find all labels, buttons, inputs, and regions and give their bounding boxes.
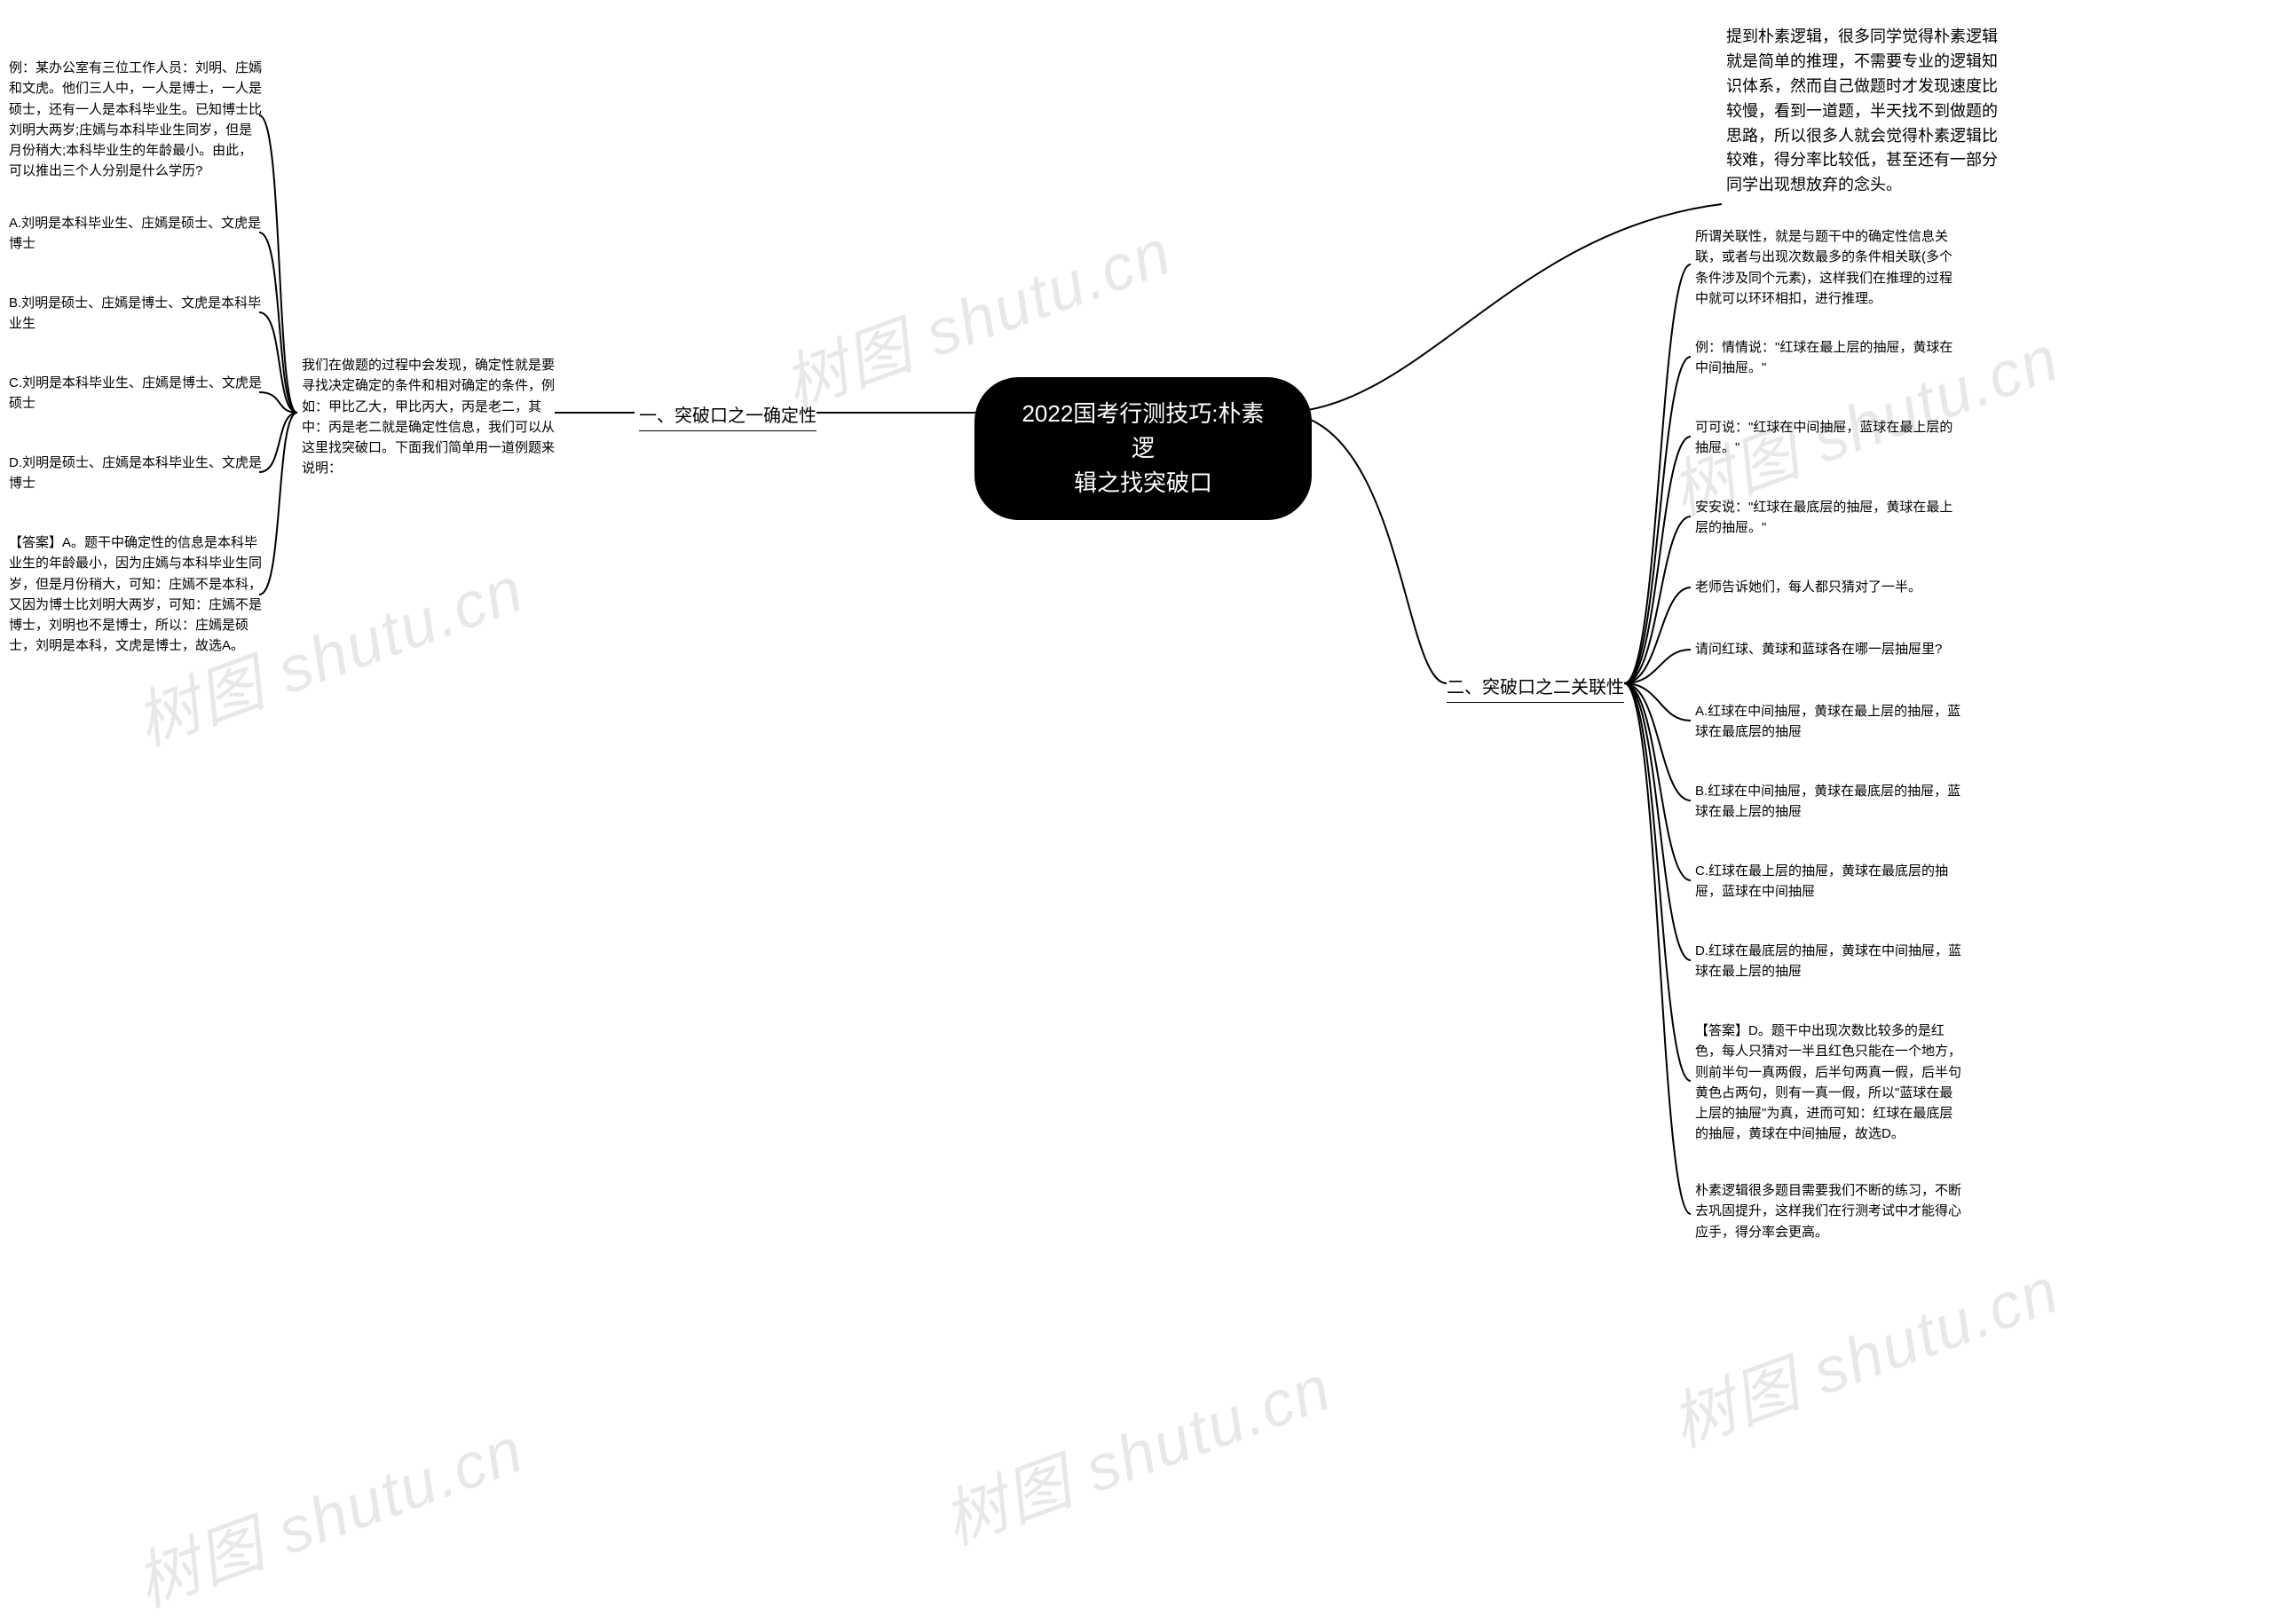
right-leaf: 所谓关联性，就是与题干中的确定性信息关联，或者与出现次数最多的条件相关联(多个条… (1695, 226, 1961, 309)
central-node: 2022国考行测技巧:朴素逻 辑之找突破口 (974, 377, 1312, 520)
right-leaf: 可可说："红球在中间抽屉，蓝球在最上层的抽屉。" (1695, 417, 1961, 459)
branch-left-label: 一、突破口之一确定性 (639, 401, 816, 431)
right-leaf: 老师告诉她们，每人都只猜对了一半。 (1695, 577, 1921, 597)
right-leaf: C.红球在最上层的抽屉，黄球在最底层的抽屉，蓝球在中间抽屉 (1695, 861, 1961, 903)
central-line1: 2022国考行测技巧:朴素逻 (1022, 400, 1264, 461)
watermark: 树图 shutu.cn (121, 1398, 534, 1624)
right-leaf: 请问红球、黄球和蓝球各在哪一层抽屉里? (1695, 639, 1942, 659)
right-leaf: B.红球在中间抽屉，黄球在最底层的抽屉，蓝球在最上层的抽屉 (1695, 781, 1961, 823)
left-leaf: D.刘明是硕士、庄嫣是本科毕业生、文虎是博士 (9, 453, 262, 494)
right-leaf: 安安说："红球在最底层的抽屉，黄球在最上层的抽屉。" (1695, 497, 1961, 539)
watermark: 树图 shutu.cn (928, 1336, 1342, 1562)
left-leaf: 例：某办公室有三位工作人员：刘明、庄嫣和文虎。他们三人中，一人是博士，一人是硕士… (9, 58, 262, 182)
right-leaf: 例：情情说："红球在最上层的抽屉，黄球在中间抽屉。" (1695, 337, 1961, 379)
left-leaf: C.刘明是本科毕业生、庄嫣是博士、文虎是硕士 (9, 373, 262, 414)
branch-right-label: 二、突破口之二关联性 (1447, 673, 1624, 703)
branch-left-explain: 我们在做题的过程中会发现，确定性就是要寻找决定确定的条件和相对确定的条件，例如：… (302, 355, 555, 479)
central-line2: 辑之找突破口 (1074, 469, 1212, 496)
left-leaf: A.刘明是本科毕业生、庄嫣是硕士、文虎是博士 (9, 213, 262, 255)
left-leaf: B.刘明是硕士、庄嫣是博士、文虎是本科毕业生 (9, 293, 262, 335)
right-leaf: D.红球在最底层的抽屉，黄球在中间抽屉，蓝球在最上层的抽屉 (1695, 941, 1961, 982)
right-leaf: 朴素逻辑很多题目需要我们不断的练习，不断去巩固提升，这样我们在行测考试中才能得心… (1695, 1180, 1961, 1242)
left-leaf: 【答案】A。题干中确定性的信息是本科毕业生的年龄最小，因为庄嫣与本科毕业生同岁，… (9, 532, 262, 657)
right-leaf: A.红球在中间抽屉，黄球在最上层的抽屉，蓝球在最底层的抽屉 (1695, 701, 1961, 743)
intro-text: 提到朴素逻辑，很多同学觉得朴素逻辑就是简单的推理，不需要专业的逻辑知识体系，然而… (1726, 25, 2010, 198)
right-leaf: 【答案】D。题干中出现次数比较多的是红色，每人只猜对一半且红色只能在一个地方，则… (1695, 1021, 1961, 1145)
watermark: 树图 shutu.cn (1656, 1238, 2070, 1464)
